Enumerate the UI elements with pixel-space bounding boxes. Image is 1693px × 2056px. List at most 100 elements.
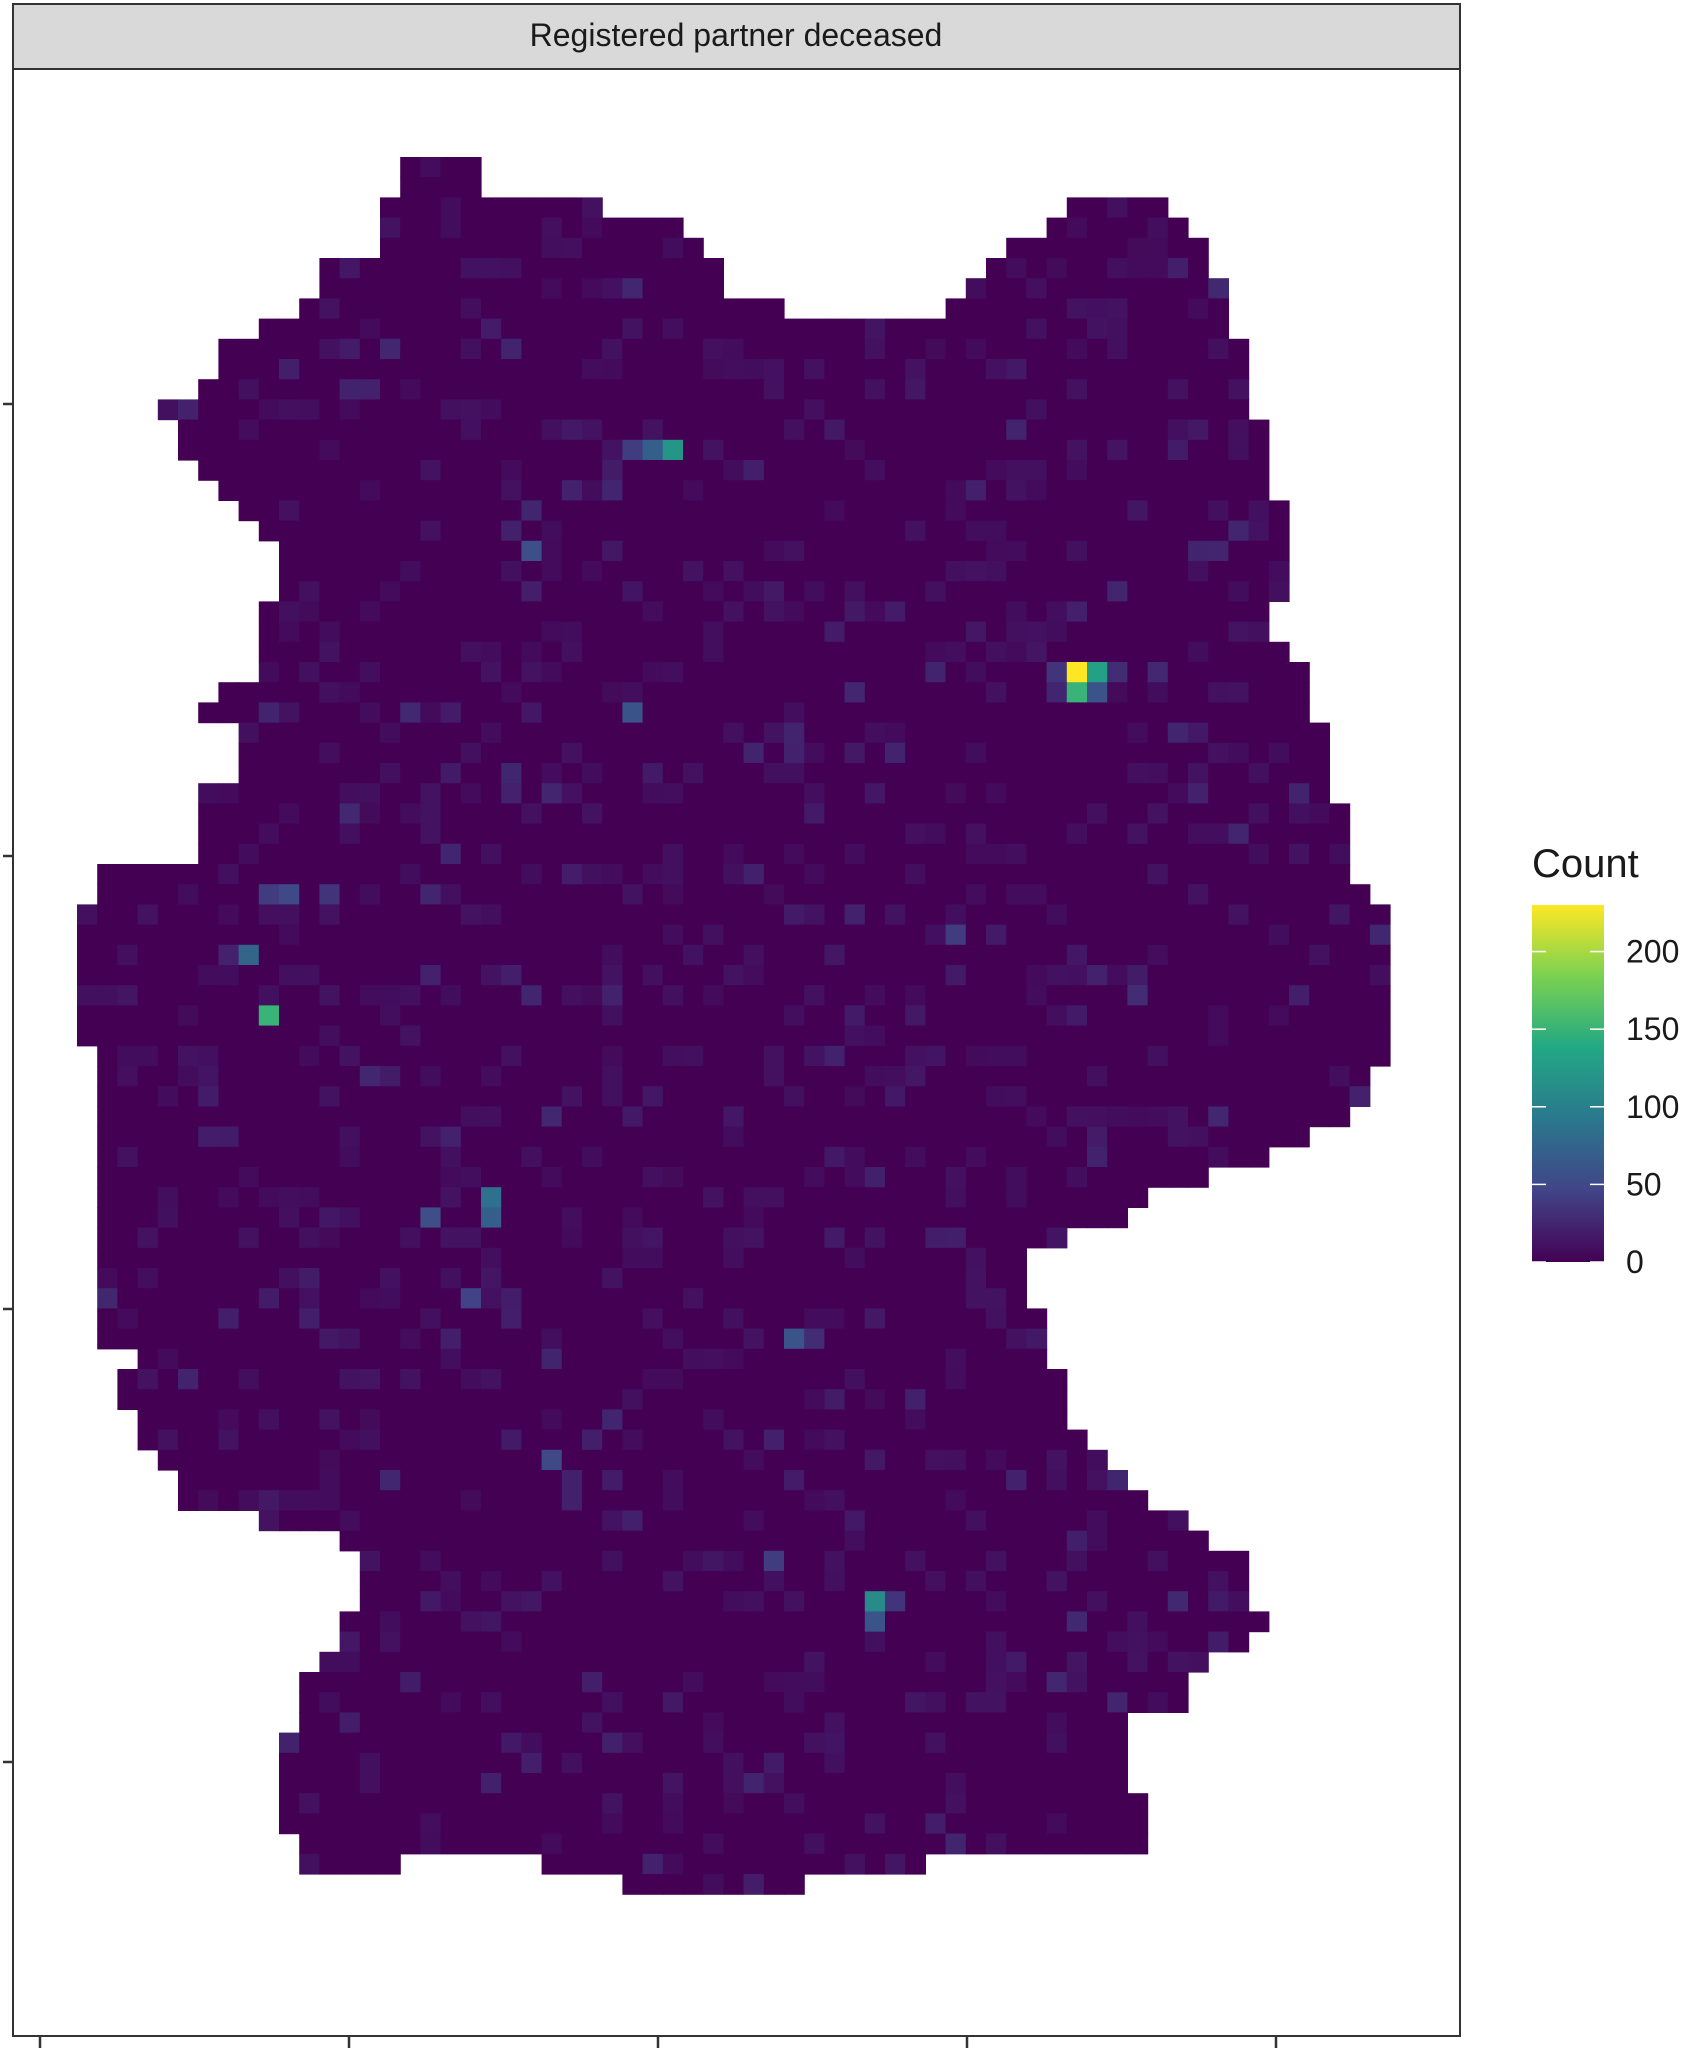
heatmap-cell xyxy=(703,722,724,744)
heatmap-cell xyxy=(238,763,260,784)
heatmap-cell xyxy=(905,1005,926,1027)
heatmap-cell xyxy=(965,379,987,400)
heatmap-cell xyxy=(784,399,805,421)
heatmap-cell xyxy=(481,601,502,623)
heatmap-cell xyxy=(1026,480,1048,501)
heatmap-cell xyxy=(662,1247,684,1269)
heatmap-cell xyxy=(1188,500,1209,522)
heatmap-cell xyxy=(1228,621,1250,643)
heatmap-cell xyxy=(440,1470,462,1491)
heatmap-cell xyxy=(925,1490,947,1511)
heatmap-cell xyxy=(804,843,825,865)
heatmap-cell xyxy=(218,379,240,400)
heatmap-cell xyxy=(1329,1025,1351,1047)
heatmap-cell xyxy=(359,803,381,825)
heatmap-cell xyxy=(885,1793,906,1814)
heatmap-cell xyxy=(1087,823,1108,845)
heatmap-cell xyxy=(844,439,866,461)
facet-title: Registered partner deceased xyxy=(530,17,943,53)
heatmap-cell xyxy=(1228,1550,1250,1572)
heatmap-cell xyxy=(1167,965,1189,986)
heatmap-cell xyxy=(642,904,664,926)
heatmap-cell xyxy=(1087,540,1108,562)
heatmap-cell xyxy=(339,763,361,784)
heatmap-cell xyxy=(1107,561,1128,582)
heatmap-cell xyxy=(1208,379,1229,400)
heatmap-cell xyxy=(723,1086,745,1107)
heatmap-cell xyxy=(602,621,623,643)
heatmap-cell xyxy=(198,1247,219,1269)
heatmap-cell xyxy=(400,1611,421,1633)
heatmap-cell xyxy=(460,520,482,542)
heatmap-cell xyxy=(339,439,361,461)
heatmap-cell xyxy=(319,379,341,400)
heatmap-cell xyxy=(1147,1591,1169,1612)
heatmap-cell xyxy=(1127,1005,1149,1027)
heatmap-cell xyxy=(380,1429,401,1451)
heatmap-cell xyxy=(703,1187,724,1208)
heatmap-cell xyxy=(642,621,664,643)
heatmap-cell xyxy=(359,1126,381,1148)
heatmap-cell xyxy=(1228,601,1250,623)
heatmap-cell xyxy=(481,1449,502,1471)
heatmap-cell xyxy=(380,641,401,663)
heatmap-cell xyxy=(662,1066,684,1087)
heatmap-cell xyxy=(986,621,1007,643)
heatmap-cell xyxy=(582,237,603,259)
heatmap-cell xyxy=(824,1591,846,1612)
heatmap-cell xyxy=(380,197,401,219)
heatmap-cell xyxy=(965,1773,987,1794)
heatmap-cell xyxy=(804,1328,825,1350)
heatmap-cell xyxy=(1147,399,1169,421)
heatmap-cell xyxy=(380,621,401,643)
heatmap-cell xyxy=(380,318,401,340)
heatmap-cell xyxy=(784,1409,805,1431)
heatmap-cell xyxy=(905,1288,926,1309)
heatmap-cell xyxy=(925,500,947,522)
heatmap-cell xyxy=(339,278,361,299)
heatmap-cell xyxy=(582,1348,603,1370)
heatmap-cell xyxy=(258,1409,280,1431)
heatmap-cell xyxy=(380,338,401,360)
heatmap-cell xyxy=(258,1348,280,1370)
heatmap-cell xyxy=(885,1247,906,1269)
heatmap-cell xyxy=(642,1853,664,1875)
heatmap-cell xyxy=(905,338,926,360)
heatmap-cell xyxy=(986,924,1007,946)
heatmap-cell xyxy=(319,1369,341,1390)
heatmap-cell xyxy=(157,944,179,966)
heatmap-cell xyxy=(784,318,805,340)
heatmap-cell xyxy=(965,1732,987,1754)
heatmap-cell xyxy=(541,1126,563,1148)
heatmap-cell xyxy=(117,1369,139,1390)
heatmap-cell xyxy=(400,1833,421,1855)
heatmap-cell xyxy=(420,1288,442,1309)
heatmap-cell xyxy=(1188,338,1209,360)
heatmap-cell xyxy=(885,1045,906,1067)
heatmap-cell xyxy=(157,1268,179,1289)
heatmap-cell xyxy=(521,581,543,602)
heatmap-cell xyxy=(501,540,522,562)
heatmap-cell xyxy=(1026,561,1048,582)
heatmap-cell xyxy=(1147,1066,1169,1087)
heatmap-cell xyxy=(1066,904,1088,926)
heatmap-cell xyxy=(481,439,502,461)
heatmap-cell xyxy=(460,1833,482,1855)
facet-strip xyxy=(12,3,1461,70)
heatmap-cell xyxy=(864,702,886,724)
heatmap-cell xyxy=(945,540,967,562)
heatmap-cell xyxy=(501,399,522,421)
heatmap-cell xyxy=(460,1692,482,1713)
heatmap-cell xyxy=(925,1025,947,1047)
heatmap-cell xyxy=(582,318,603,340)
heatmap-cell xyxy=(824,763,846,784)
heatmap-cell xyxy=(662,1025,684,1047)
heatmap-cell xyxy=(561,742,583,764)
heatmap-cell xyxy=(965,1167,987,1188)
heatmap-cell xyxy=(582,1328,603,1350)
heatmap-cell xyxy=(784,1692,805,1713)
heatmap-cell xyxy=(642,1429,664,1451)
heatmap-cell xyxy=(359,1853,381,1875)
heatmap-cell xyxy=(460,1106,482,1128)
heatmap-cell xyxy=(703,338,724,360)
